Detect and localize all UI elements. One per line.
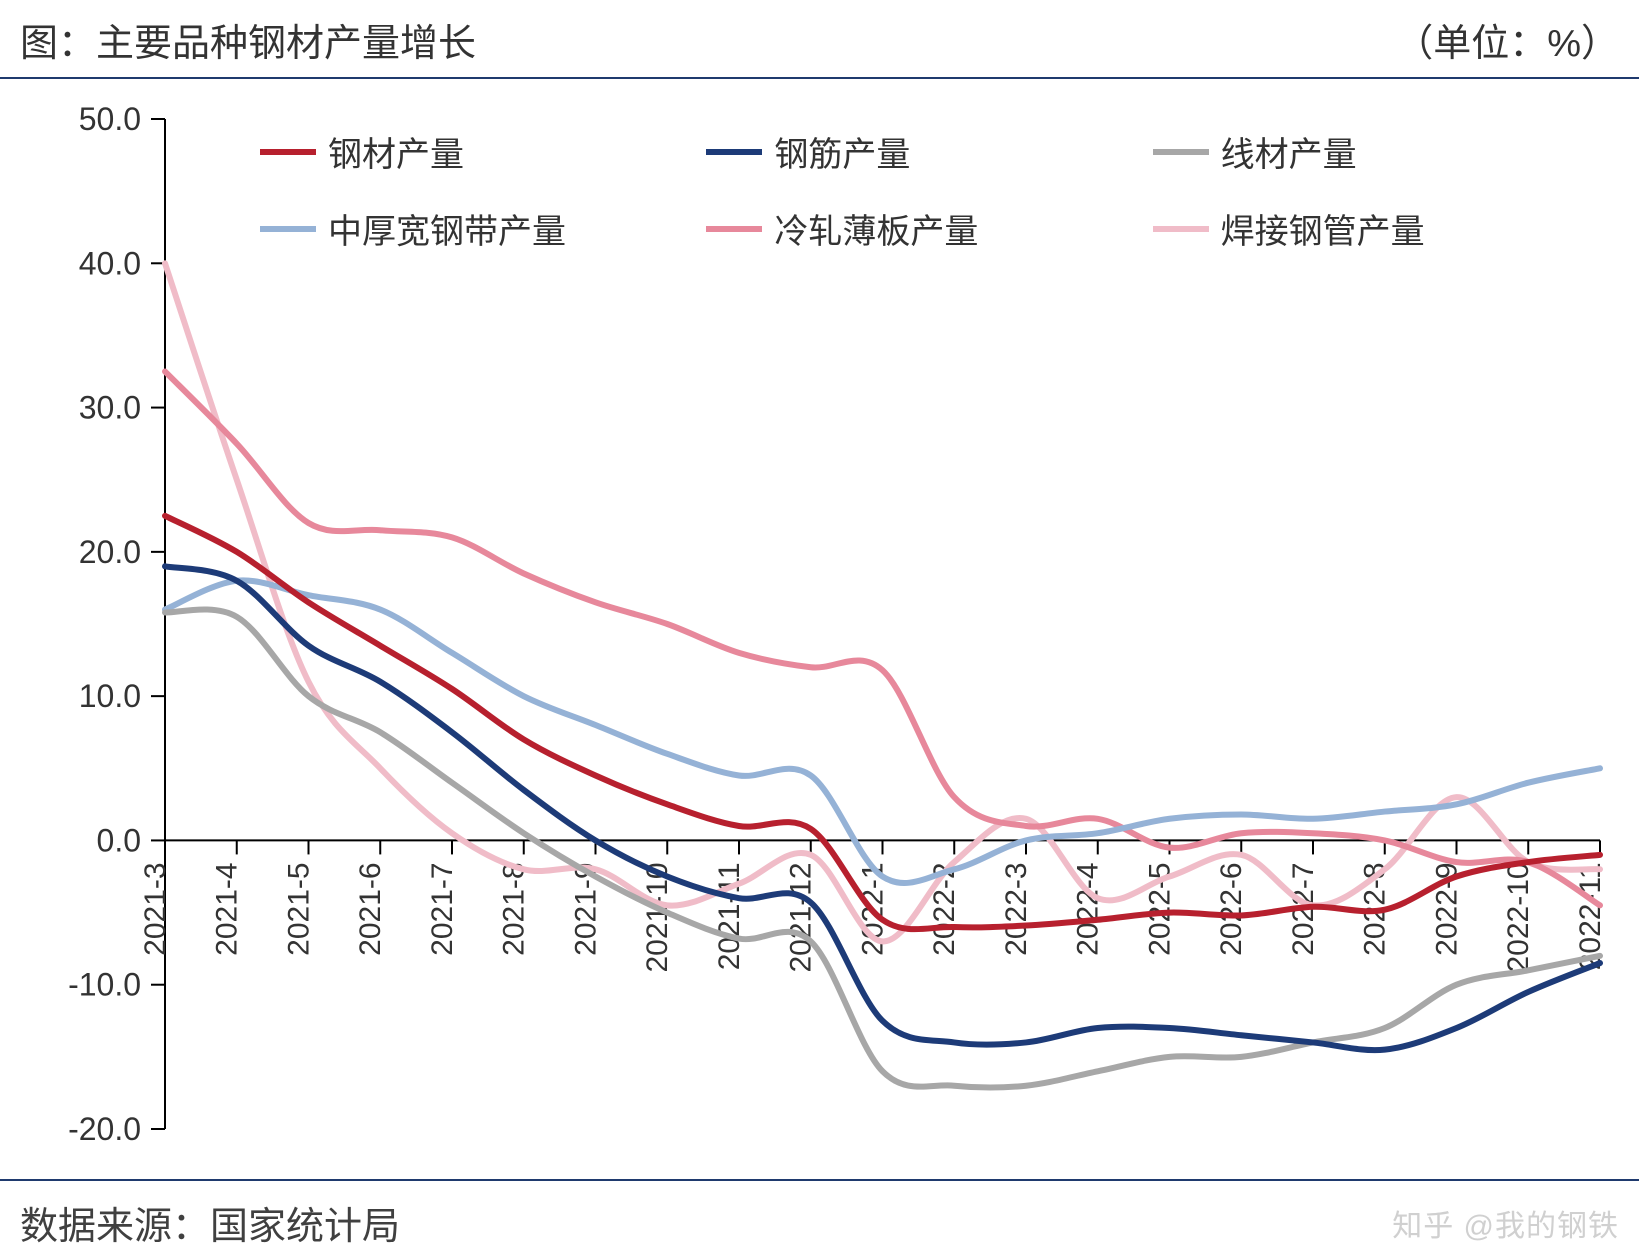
y-tick-label: 0.0: [97, 822, 141, 858]
chart-area: -20.0 -10.0 0.0 10.0 20.0 30.0 40.0 50.0 2021-3 2…: [0, 79, 1639, 1179]
y-tick-label: 50.0: [79, 101, 141, 137]
chart-footer: 数据来源：国家统计局 知乎 @我的钢铁: [0, 1179, 1639, 1250]
x-tick-label: 2021-6: [354, 862, 387, 955]
legend-label: 焊接钢管产量: [1221, 204, 1425, 253]
legend-label: 钢材产量: [328, 127, 464, 176]
legend-swatch: [706, 226, 762, 232]
x-tick-label: 2021-3: [139, 862, 172, 955]
legend-swatch: [260, 149, 316, 155]
x-tick-label: 2021-4: [211, 862, 244, 955]
chart-title: 图：主要品种钢材产量增长: [20, 12, 476, 67]
chart-legend: 钢材产量 钢筋产量 线材产量中厚宽钢带产量 冷轧薄板产量 焊接钢管产量: [260, 127, 1579, 253]
x-tick-label: 2022-6: [1215, 862, 1248, 955]
y-tick-label: 40.0: [79, 245, 141, 281]
legend-label: 中厚宽钢带产量: [328, 204, 566, 253]
y-tick-label: 30.0: [79, 390, 141, 426]
x-tick-label: 2021-7: [426, 862, 459, 955]
x-tick-label: 2022-10: [1502, 862, 1535, 972]
chart-unit: （单位：%）: [1395, 12, 1619, 67]
legend-label: 钢筋产量: [774, 127, 910, 176]
legend-item: 焊接钢管产量: [1153, 204, 1579, 253]
x-tick-label: 2021-8: [498, 862, 531, 955]
y-tick-label: -10.0: [68, 967, 141, 1003]
x-tick-label: 2022-3: [1000, 862, 1033, 955]
legend-swatch: [1153, 226, 1209, 232]
x-tick-label: 2021-11: [713, 862, 746, 970]
y-tick-label: -20.0: [68, 1111, 141, 1147]
legend-item: 线材产量: [1153, 127, 1579, 176]
legend-label: 冷轧薄板产量: [774, 204, 978, 253]
y-tick-label: 10.0: [79, 678, 141, 714]
legend-item: 中厚宽钢带产量: [260, 204, 686, 253]
y-tick-label: 20.0: [79, 534, 141, 570]
x-tick-label: 2021-5: [283, 862, 316, 955]
legend-item: 钢材产量: [260, 127, 686, 176]
legend-item: 钢筋产量: [706, 127, 1132, 176]
legend-swatch: [1153, 149, 1209, 155]
legend-item: 冷轧薄板产量: [706, 204, 1132, 253]
chart-container: 图：主要品种钢材产量增长 （单位：%） -20.0 -10.0 0.0 10.0 20.…: [0, 0, 1639, 1251]
x-tick-label: 2021-12: [785, 862, 818, 972]
legend-swatch: [706, 149, 762, 155]
chart-source: 数据来源：国家统计局: [20, 1195, 400, 1250]
legend-swatch: [260, 226, 316, 232]
chart-header: 图：主要品种钢材产量增长 （单位：%）: [0, 0, 1639, 79]
watermark: 知乎 @我的钢铁: [1392, 1201, 1619, 1245]
legend-label: 线材产量: [1221, 127, 1357, 176]
